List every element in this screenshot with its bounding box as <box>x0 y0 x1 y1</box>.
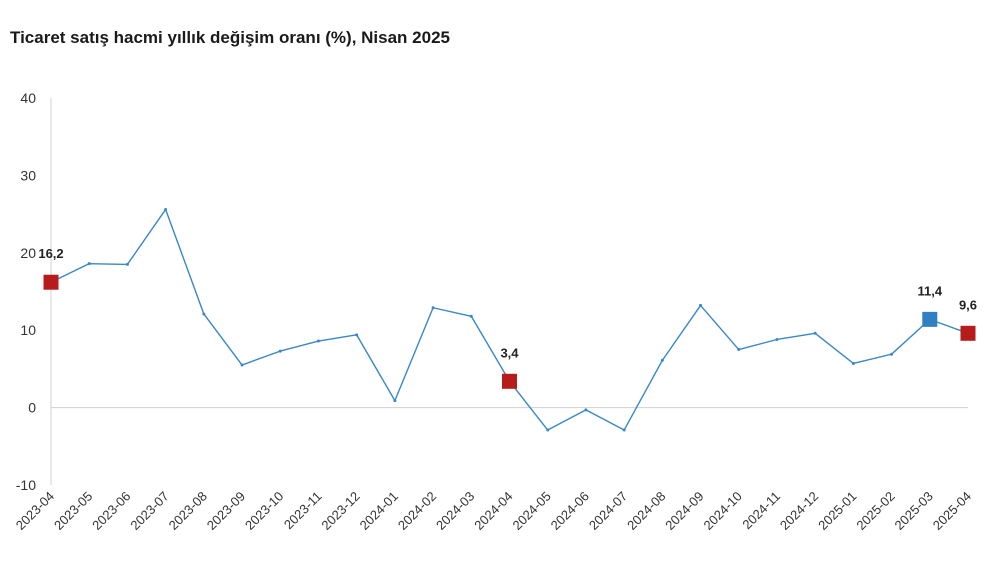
highlight-marker <box>43 274 59 290</box>
data-point <box>813 331 817 335</box>
y-tick-label: 40 <box>20 90 36 106</box>
data-point <box>393 399 397 403</box>
x-tick-label: 2024-06 <box>548 489 592 533</box>
x-tick-label: 2023-06 <box>89 489 133 533</box>
data-point <box>202 312 206 316</box>
highlight-marker <box>922 311 938 327</box>
data-point <box>737 348 741 352</box>
data-point <box>660 358 664 362</box>
data-point <box>584 408 588 412</box>
y-tick-label: 30 <box>20 167 36 183</box>
data-point <box>355 333 359 337</box>
y-axis-ticks: -10 0 10 20 30 40 <box>16 90 36 493</box>
x-tick-label: 2024-02 <box>395 489 439 533</box>
x-tick-label: 2025-01 <box>815 489 859 533</box>
x-tick-label: 2024-10 <box>701 489 745 533</box>
data-point <box>87 262 91 266</box>
x-axis-ticks: 2023-042023-052023-062023-072023-082023-… <box>13 489 974 533</box>
x-tick-label: 2025-02 <box>853 489 897 533</box>
series-line <box>50 208 969 431</box>
y-tick-label: 20 <box>20 245 36 261</box>
chart-title: Ticaret satış hacmi yıllık değişim oranı… <box>10 28 450 47</box>
data-label: 16,2 <box>38 246 63 261</box>
data-point <box>278 349 282 353</box>
data-point <box>240 363 244 367</box>
y-tick-label: 0 <box>28 400 36 416</box>
x-tick-label: 2024-08 <box>624 489 668 533</box>
data-point <box>546 428 550 432</box>
x-tick-label: 2024-05 <box>509 489 553 533</box>
x-tick-label: 2023-05 <box>51 489 95 533</box>
highlight-marker <box>960 325 976 341</box>
data-point <box>125 262 129 266</box>
x-tick-label: 2024-03 <box>433 489 477 533</box>
x-tick-label: 2025-04 <box>930 489 974 533</box>
data-point <box>890 352 894 356</box>
x-tick-label: 2024-09 <box>662 489 706 533</box>
data-point <box>316 339 320 343</box>
x-tick-label: 2023-09 <box>204 489 248 533</box>
highlight-marker <box>502 373 517 389</box>
x-tick-label: 2023-11 <box>281 489 325 533</box>
data-point <box>469 314 473 318</box>
data-point <box>622 428 626 432</box>
data-point <box>431 306 435 310</box>
data-point <box>775 337 779 341</box>
data-point <box>851 361 855 365</box>
data-point <box>699 303 703 307</box>
x-tick-label: 2023-12 <box>318 489 362 533</box>
data-point <box>164 207 168 211</box>
x-tick-label: 2024-04 <box>471 489 515 533</box>
x-tick-label: 2025-03 <box>892 489 936 533</box>
x-tick-label: 2023-07 <box>127 489 171 533</box>
data-label: 11,4 <box>917 283 942 298</box>
x-tick-label: 2024-12 <box>777 489 821 533</box>
series-layer <box>49 207 970 432</box>
axes <box>50 98 968 485</box>
x-tick-label: 2024-01 <box>357 489 401 533</box>
y-tick-label: -10 <box>16 477 36 493</box>
x-tick-label: 2023-04 <box>13 489 57 533</box>
x-tick-label: 2024-11 <box>739 489 783 533</box>
x-tick-label: 2023-10 <box>242 489 286 533</box>
data-label: 3,4 <box>500 345 519 360</box>
data-label: 9,6 <box>959 297 977 312</box>
highlight-markers: 16,2 3,4 11,4 9,6 <box>38 246 977 389</box>
x-tick-label: 2024-07 <box>586 489 630 533</box>
x-tick-label: 2023-08 <box>166 489 210 533</box>
y-tick-label: 10 <box>20 322 36 338</box>
